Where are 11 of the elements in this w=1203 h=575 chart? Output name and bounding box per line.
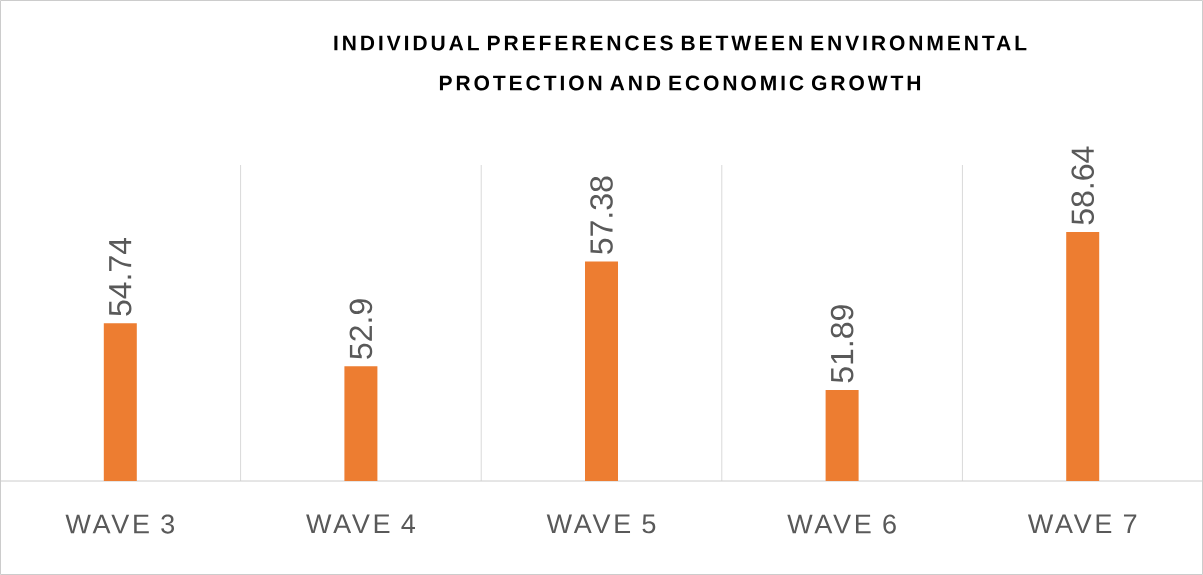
data-label: 52.9: [349, 299, 373, 359]
data-label: 54.74: [109, 237, 132, 316]
data-label: 51.89: [830, 305, 854, 383]
x-tick-label: WAVE 6: [787, 514, 896, 534]
x-tick-label: WAVE 5: [546, 514, 656, 534]
data-label: 57.38: [590, 176, 613, 254]
x-tick-label: WAVE 4: [306, 514, 416, 534]
chart-title: INDIVIDUAL PREFERENCES BETWEEN ENVIRONMENTAL PROTECTION AND ECONOMIC GROWTH: [334, 35, 1027, 91]
x-tick-label: WAVE 3: [65, 514, 175, 534]
data-label: 58.64: [1071, 146, 1095, 225]
x-tick-label: WAVE 7: [1027, 514, 1137, 534]
